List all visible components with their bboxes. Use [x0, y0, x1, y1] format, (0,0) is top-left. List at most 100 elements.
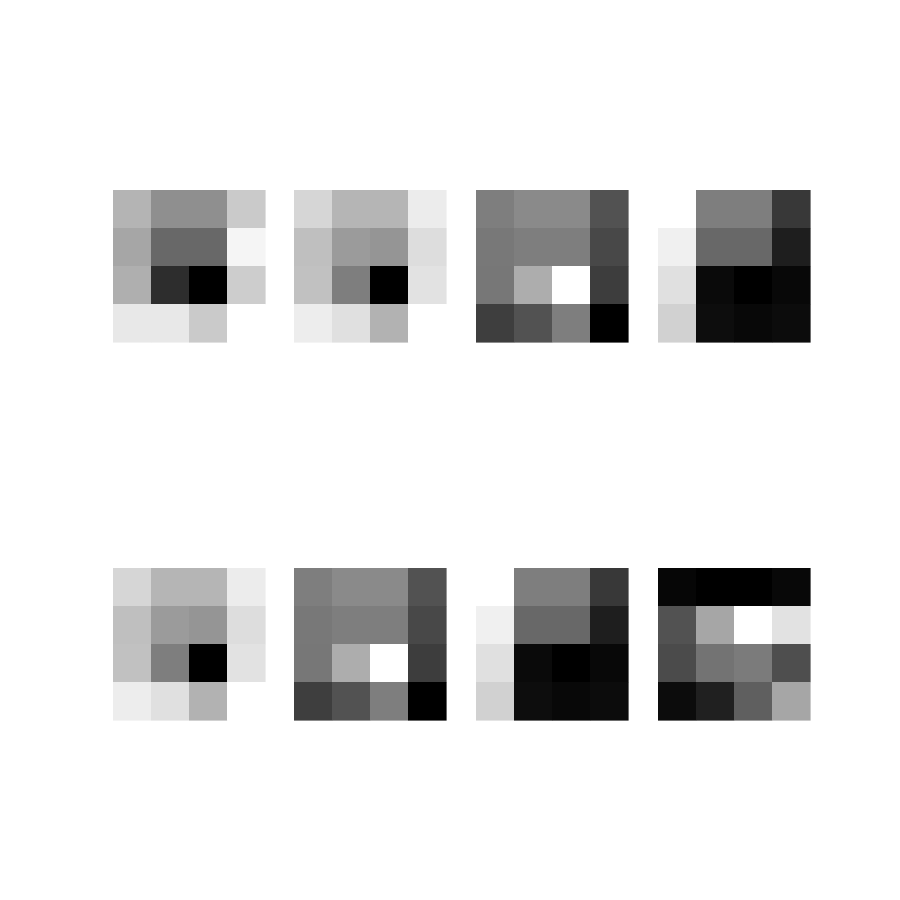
heatmap-cell — [332, 606, 371, 645]
heatmap-cell — [227, 304, 266, 343]
heatmap-cell — [734, 682, 773, 721]
heatmap-panel-8 — [658, 568, 811, 721]
heatmap-cell — [189, 644, 228, 683]
heatmap-cell — [408, 228, 447, 267]
heatmap-cell — [772, 682, 811, 721]
heatmap-cell — [658, 266, 697, 305]
heatmap-cell — [658, 304, 697, 343]
heatmap-cell — [294, 228, 333, 267]
heatmap-cell — [113, 606, 152, 645]
heatmap-panel-3 — [476, 190, 629, 343]
heatmap-cell — [189, 568, 228, 607]
heatmap-cell — [113, 228, 152, 267]
heatmap-cell — [590, 228, 629, 267]
heatmap-panel-7 — [476, 568, 629, 721]
heatmap-cell — [658, 190, 697, 229]
heatmap-cell — [514, 228, 553, 267]
heatmap-cell — [332, 304, 371, 343]
heatmap-cell — [552, 190, 591, 229]
heatmap-cell — [590, 266, 629, 305]
heatmap-cell — [552, 644, 591, 683]
heatmap-panel-2 — [294, 190, 447, 343]
heatmap-cell — [370, 682, 409, 721]
heatmap-cell — [294, 266, 333, 305]
heatmap-cell — [332, 266, 371, 305]
heatmap-cell — [227, 568, 266, 607]
heatmap-cell — [189, 266, 228, 305]
heatmap-cell — [658, 644, 697, 683]
heatmap-cell — [590, 606, 629, 645]
heatmap-cell — [408, 606, 447, 645]
heatmap-cell — [734, 568, 773, 607]
heatmap-cell — [734, 304, 773, 343]
heatmap-cell — [408, 644, 447, 683]
heatmap-cell — [772, 644, 811, 683]
heatmap-panel-1 — [113, 190, 266, 343]
heatmap-cell — [514, 682, 553, 721]
heatmap-cell — [151, 644, 190, 683]
heatmap-cell — [734, 228, 773, 267]
heatmap-cell — [370, 228, 409, 267]
heatmap-cell — [151, 304, 190, 343]
heatmap-cell — [658, 606, 697, 645]
heatmap-cell — [590, 644, 629, 683]
heatmap-cell — [772, 190, 811, 229]
heatmap-cell — [514, 606, 553, 645]
heatmap-cell — [734, 606, 773, 645]
heatmap-cell — [408, 190, 447, 229]
heatmap-cell — [696, 228, 735, 267]
heatmap-cell — [772, 266, 811, 305]
heatmap-cell — [514, 568, 553, 607]
heatmap-cell — [696, 682, 735, 721]
heatmap-panel-5 — [113, 568, 266, 721]
heatmap-panel-4 — [658, 190, 811, 343]
heatmap-cell — [370, 190, 409, 229]
heatmap-cell — [734, 266, 773, 305]
heatmap-cell — [696, 568, 735, 607]
heatmap-cell — [476, 190, 515, 229]
heatmap-cell — [294, 190, 333, 229]
heatmap-cell — [696, 266, 735, 305]
heatmap-cell — [476, 266, 515, 305]
heatmap-cell — [772, 304, 811, 343]
heatmap-cell — [189, 682, 228, 721]
heatmap-cell — [772, 228, 811, 267]
heatmap-cell — [113, 682, 152, 721]
heatmap-cell — [294, 568, 333, 607]
heatmap-cell — [658, 228, 697, 267]
heatmap-cell — [227, 228, 266, 267]
heatmap-cell — [476, 228, 515, 267]
heatmap-cell — [151, 606, 190, 645]
heatmap-cell — [151, 266, 190, 305]
heatmap-cell — [658, 682, 697, 721]
heatmap-cell — [332, 190, 371, 229]
heatmap-cell — [552, 266, 591, 305]
heatmap-cell — [151, 228, 190, 267]
heatmap-cell — [696, 644, 735, 683]
heatmap-cell — [734, 644, 773, 683]
heatmap-cell — [476, 682, 515, 721]
heatmap-cell — [476, 644, 515, 683]
heatmap-cell — [227, 266, 266, 305]
heatmap-cell — [227, 682, 266, 721]
heatmap-cell — [476, 568, 515, 607]
heatmap-cell — [590, 304, 629, 343]
heatmap-cell — [552, 606, 591, 645]
heatmap-cell — [370, 266, 409, 305]
heatmap-cell — [408, 682, 447, 721]
heatmap-cell — [658, 568, 697, 607]
heatmap-cell — [734, 190, 773, 229]
heatmap-cell — [294, 644, 333, 683]
heatmap-cell — [772, 568, 811, 607]
heatmap-cell — [408, 266, 447, 305]
heatmap-cell — [552, 228, 591, 267]
heatmap-cell — [227, 644, 266, 683]
heatmap-panels — [113, 190, 811, 721]
heatmap-cell — [332, 644, 371, 683]
heatmap-cell — [514, 644, 553, 683]
heatmap-cell — [370, 606, 409, 645]
heatmap-cell — [332, 228, 371, 267]
heatmap-cell — [590, 682, 629, 721]
heatmap-cell — [151, 682, 190, 721]
